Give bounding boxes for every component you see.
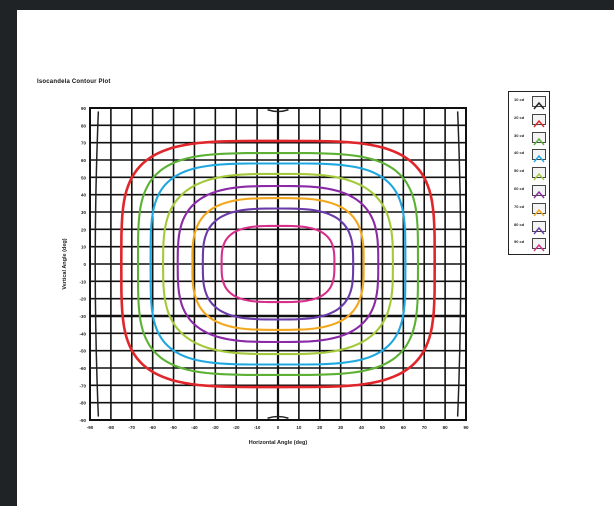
x-tick-label: -90 bbox=[87, 425, 94, 430]
legend-item: 10 cd bbox=[509, 93, 549, 110]
y-tick-label: 60 bbox=[81, 158, 87, 163]
x-tick-label: 10 bbox=[296, 425, 302, 430]
legend-label: 80 cd bbox=[514, 221, 525, 227]
legend-swatch bbox=[532, 131, 546, 146]
x-tick-label: -50 bbox=[170, 425, 177, 430]
x-tick-label: -80 bbox=[108, 425, 115, 430]
x-tick-label: -10 bbox=[254, 425, 261, 430]
x-tick-label: -30 bbox=[212, 425, 219, 430]
legend-swatch bbox=[532, 167, 546, 181]
legend-swatch bbox=[532, 149, 546, 163]
y-tick-label: -60 bbox=[79, 366, 86, 371]
legend-item: 90 cd bbox=[509, 235, 549, 252]
y-tick-label: 20 bbox=[81, 227, 87, 232]
y-tick-label: -80 bbox=[79, 401, 86, 406]
y-tick-label: -70 bbox=[79, 383, 86, 388]
legend-label: 30 cd bbox=[514, 132, 525, 138]
legend-swatch bbox=[532, 96, 546, 110]
legend-label: 90 cd bbox=[514, 239, 525, 245]
y-tick-label: -20 bbox=[79, 297, 86, 302]
contour-20-cd bbox=[119, 139, 437, 389]
legend-label: 20 cd bbox=[514, 114, 525, 120]
y-tick-label: 0 bbox=[83, 262, 86, 267]
contour-80-cd bbox=[201, 207, 355, 321]
y-tick-label: 70 bbox=[81, 141, 87, 146]
legend-label: 70 cd bbox=[514, 203, 525, 209]
x-tick-label: -20 bbox=[233, 425, 240, 430]
contour-10-cd-top bbox=[267, 109, 289, 113]
legend-label: 40 cd bbox=[514, 150, 525, 156]
legend-item: 30 cd bbox=[509, 129, 549, 146]
legend-item: 40 cd bbox=[509, 146, 549, 163]
legend-item: 60 cd bbox=[509, 182, 549, 199]
y-tick-label: -40 bbox=[79, 331, 86, 336]
legend-item: 80 cd bbox=[509, 218, 549, 235]
x-tick-label: 40 bbox=[359, 425, 365, 430]
x-tick-label: 80 bbox=[443, 425, 449, 430]
x-tick-label: -40 bbox=[191, 425, 198, 430]
contour-30-cd bbox=[136, 152, 420, 376]
legend-item: 70 cd bbox=[509, 200, 549, 217]
x-axis-label: Horizontal Angle (deg) bbox=[249, 440, 308, 446]
contour-40-cd bbox=[149, 162, 407, 366]
x-tick-label: 50 bbox=[380, 425, 386, 430]
contour-10-cd-right bbox=[456, 111, 462, 417]
legend-label: 60 cd bbox=[514, 186, 525, 191]
contour-90-cd bbox=[220, 224, 336, 304]
chart-legend: 10 cd 20 cd 30 cd 40 cd 50 cd 60 cd 70 cd 80 cd… bbox=[508, 91, 550, 255]
contour-10-cd-left bbox=[94, 111, 100, 417]
x-tick-label: 90 bbox=[463, 425, 469, 430]
x-tick-label: 70 bbox=[422, 425, 428, 430]
y-tick-label: 10 bbox=[81, 245, 87, 250]
y-tick-label: 40 bbox=[81, 193, 87, 198]
x-tick-label: -70 bbox=[129, 425, 136, 430]
legend-item: 50 cd bbox=[509, 164, 549, 181]
contour-10-cd-bottom bbox=[267, 415, 289, 419]
legend-swatch bbox=[532, 238, 546, 252]
contour-70-cd bbox=[191, 197, 365, 331]
contour-50-cd bbox=[162, 172, 394, 356]
y-tick-label: 50 bbox=[81, 175, 87, 180]
x-tick-label: -60 bbox=[149, 425, 156, 430]
y-tick-label: 30 bbox=[81, 210, 87, 215]
y-tick-label: -50 bbox=[79, 349, 86, 354]
contour-60-cd bbox=[176, 184, 380, 344]
y-axis-label: Vertical Angle (deg) bbox=[62, 238, 68, 289]
legend-swatch bbox=[532, 202, 546, 217]
x-tick-label: 20 bbox=[317, 425, 323, 430]
y-tick-label: -30 bbox=[79, 314, 86, 319]
y-tick-label: 90 bbox=[81, 106, 87, 111]
legend-label: 50 cd bbox=[514, 168, 525, 174]
x-tick-label: 60 bbox=[401, 425, 407, 430]
y-tick-label: -10 bbox=[79, 279, 86, 284]
legend-swatch bbox=[532, 113, 546, 128]
x-tick-label: 30 bbox=[338, 425, 344, 430]
y-tick-label: 80 bbox=[81, 123, 87, 128]
window-top-bar bbox=[0, 0, 614, 10]
legend-label: 10 cd bbox=[514, 97, 525, 102]
legend-swatch bbox=[532, 220, 546, 235]
chart-title: Isocandela Contour Plot bbox=[37, 79, 111, 85]
legend-swatch bbox=[532, 185, 546, 199]
legend-item: 20 cd bbox=[509, 111, 549, 128]
y-tick-label: -90 bbox=[79, 418, 86, 423]
x-tick-label: 0 bbox=[277, 425, 280, 430]
